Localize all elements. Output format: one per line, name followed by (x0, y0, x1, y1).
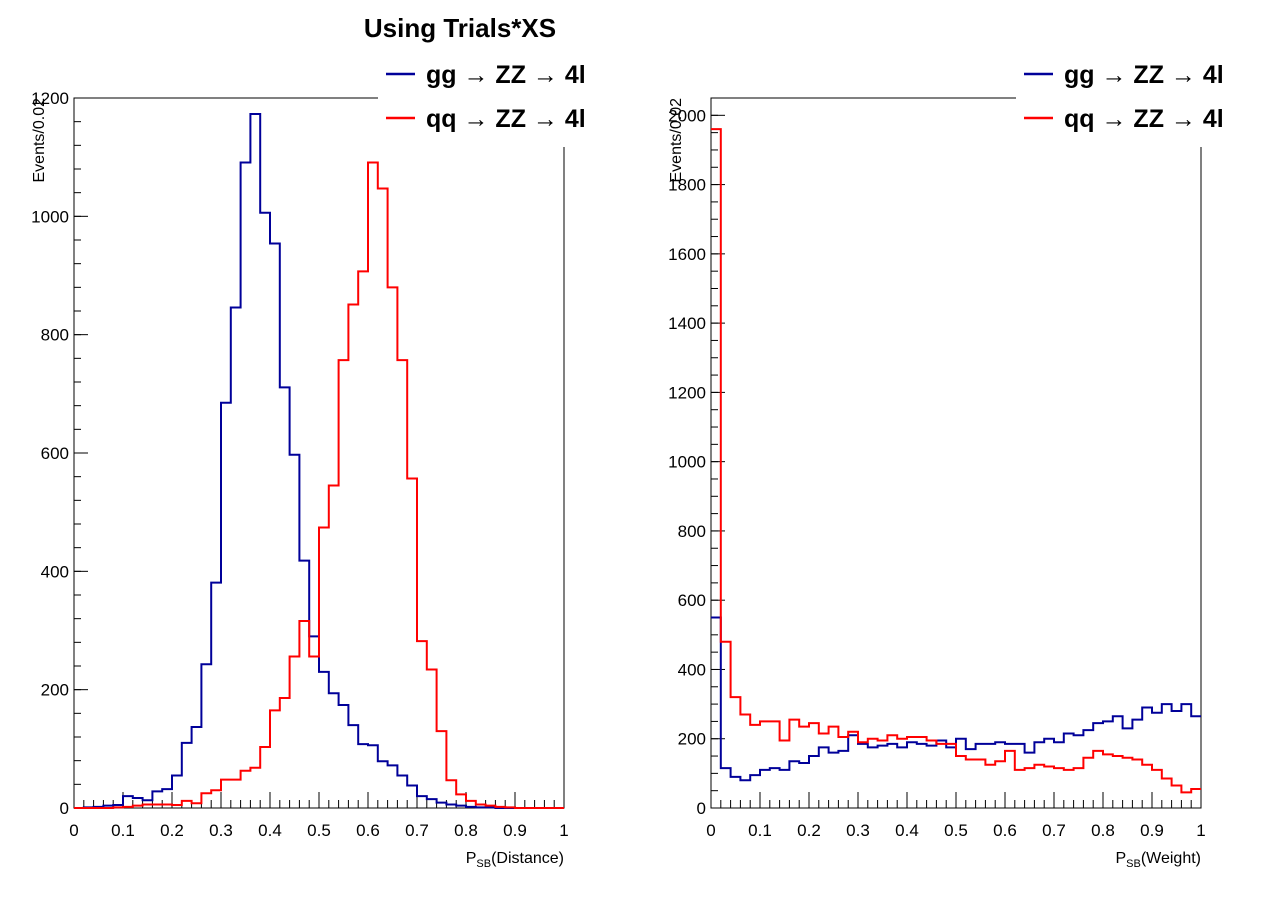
y-tick-label: 1200 (31, 89, 69, 108)
legend-weight: gg → ZZ → 4l qq → ZZ → 4l (1016, 52, 1256, 147)
plot-weight: 0 0.1 0.2 0.3 0.4 0.5 0.6 0.7 0.8 0.9 1 0 200 400 600 8… (668, 97, 1206, 870)
legend-gg-label: gg → ZZ → 4l (426, 61, 586, 89)
x-tick-label: 0 (706, 821, 715, 840)
x-tick-label: 0.9 (503, 821, 527, 840)
x-tick-label: 0.6 (993, 821, 1017, 840)
y-axis-title: Events/0.02 (668, 98, 685, 183)
x-tick-label: 0 (69, 821, 78, 840)
x-tick-label: 0.3 (209, 821, 233, 840)
x-tick-label: 0.4 (895, 821, 919, 840)
x-tick-label: 0.5 (944, 821, 968, 840)
legend-qq-label: qq → ZZ → 4l (426, 105, 586, 133)
x-tick-label: 0.9 (1140, 821, 1164, 840)
x-tick-label: 0.6 (356, 821, 380, 840)
x-tick-label: 0.8 (454, 821, 478, 840)
plot-frame (73, 97, 565, 809)
y-tick-label: 400 (41, 562, 69, 581)
x-tick-label: 0.3 (846, 821, 870, 840)
x-tick-label: 0.2 (160, 821, 184, 840)
series-line-qq (74, 161, 564, 809)
y-tick-label: 1400 (668, 314, 706, 333)
y-tick-label: 0 (697, 799, 706, 818)
y-tick-label: 1000 (668, 453, 706, 472)
y-tick-label: 800 (41, 326, 69, 345)
x-tick-label: 0.1 (111, 821, 135, 840)
series-line-qq (711, 128, 1201, 794)
legend-background (378, 52, 608, 147)
series-line-gg (74, 112, 564, 809)
x-axis-title: PSB(Distance) (466, 850, 564, 870)
legend-distance: gg → ZZ → 4l qq → ZZ → 4l (378, 52, 608, 147)
y-tick-label: 1000 (31, 207, 69, 226)
x-tick-label: 0.4 (258, 821, 282, 840)
y-tick-label: 600 (41, 444, 69, 463)
y-tick-label: 600 (678, 591, 706, 610)
y-tick-label: 1800 (668, 176, 706, 195)
x-axis-title: PSB(Weight) (1115, 850, 1201, 870)
y-tick-label: 200 (41, 681, 69, 700)
x-tick-label: 0.7 (405, 821, 429, 840)
figure-title: Using Trials*XS (364, 13, 556, 43)
plot-frame (710, 97, 1202, 809)
x-tick-label: 1 (1196, 821, 1205, 840)
legend-gg-label: gg → ZZ → 4l (1064, 61, 1224, 89)
y-tick-label: 1200 (668, 383, 706, 402)
y-tick-label: 400 (678, 660, 706, 679)
plot-distance: 0 0.1 0.2 0.3 0.4 0.5 0.6 0.7 0.8 0.9 1 0 200 400 600 8… (31, 89, 569, 870)
x-tick-label: 0.1 (748, 821, 772, 840)
y-tick-label: 200 (678, 730, 706, 749)
y-tick-label: 2000 (668, 106, 706, 125)
y-tick-label: 1600 (668, 245, 706, 264)
x-tick-label: 0.5 (307, 821, 331, 840)
x-tick-label: 0.2 (797, 821, 821, 840)
y-tick-label: 800 (678, 522, 706, 541)
y-tick-label: 0 (60, 799, 69, 818)
x-tick-label: 0.7 (1042, 821, 1066, 840)
legend-background (1016, 52, 1256, 147)
legend-qq-label: qq → ZZ → 4l (1064, 105, 1224, 133)
x-tick-label: 0.8 (1091, 821, 1115, 840)
y-axis-title: Events/0.02 (31, 98, 48, 183)
x-tick-label: 1 (559, 821, 568, 840)
series-line-gg (711, 616, 1201, 782)
